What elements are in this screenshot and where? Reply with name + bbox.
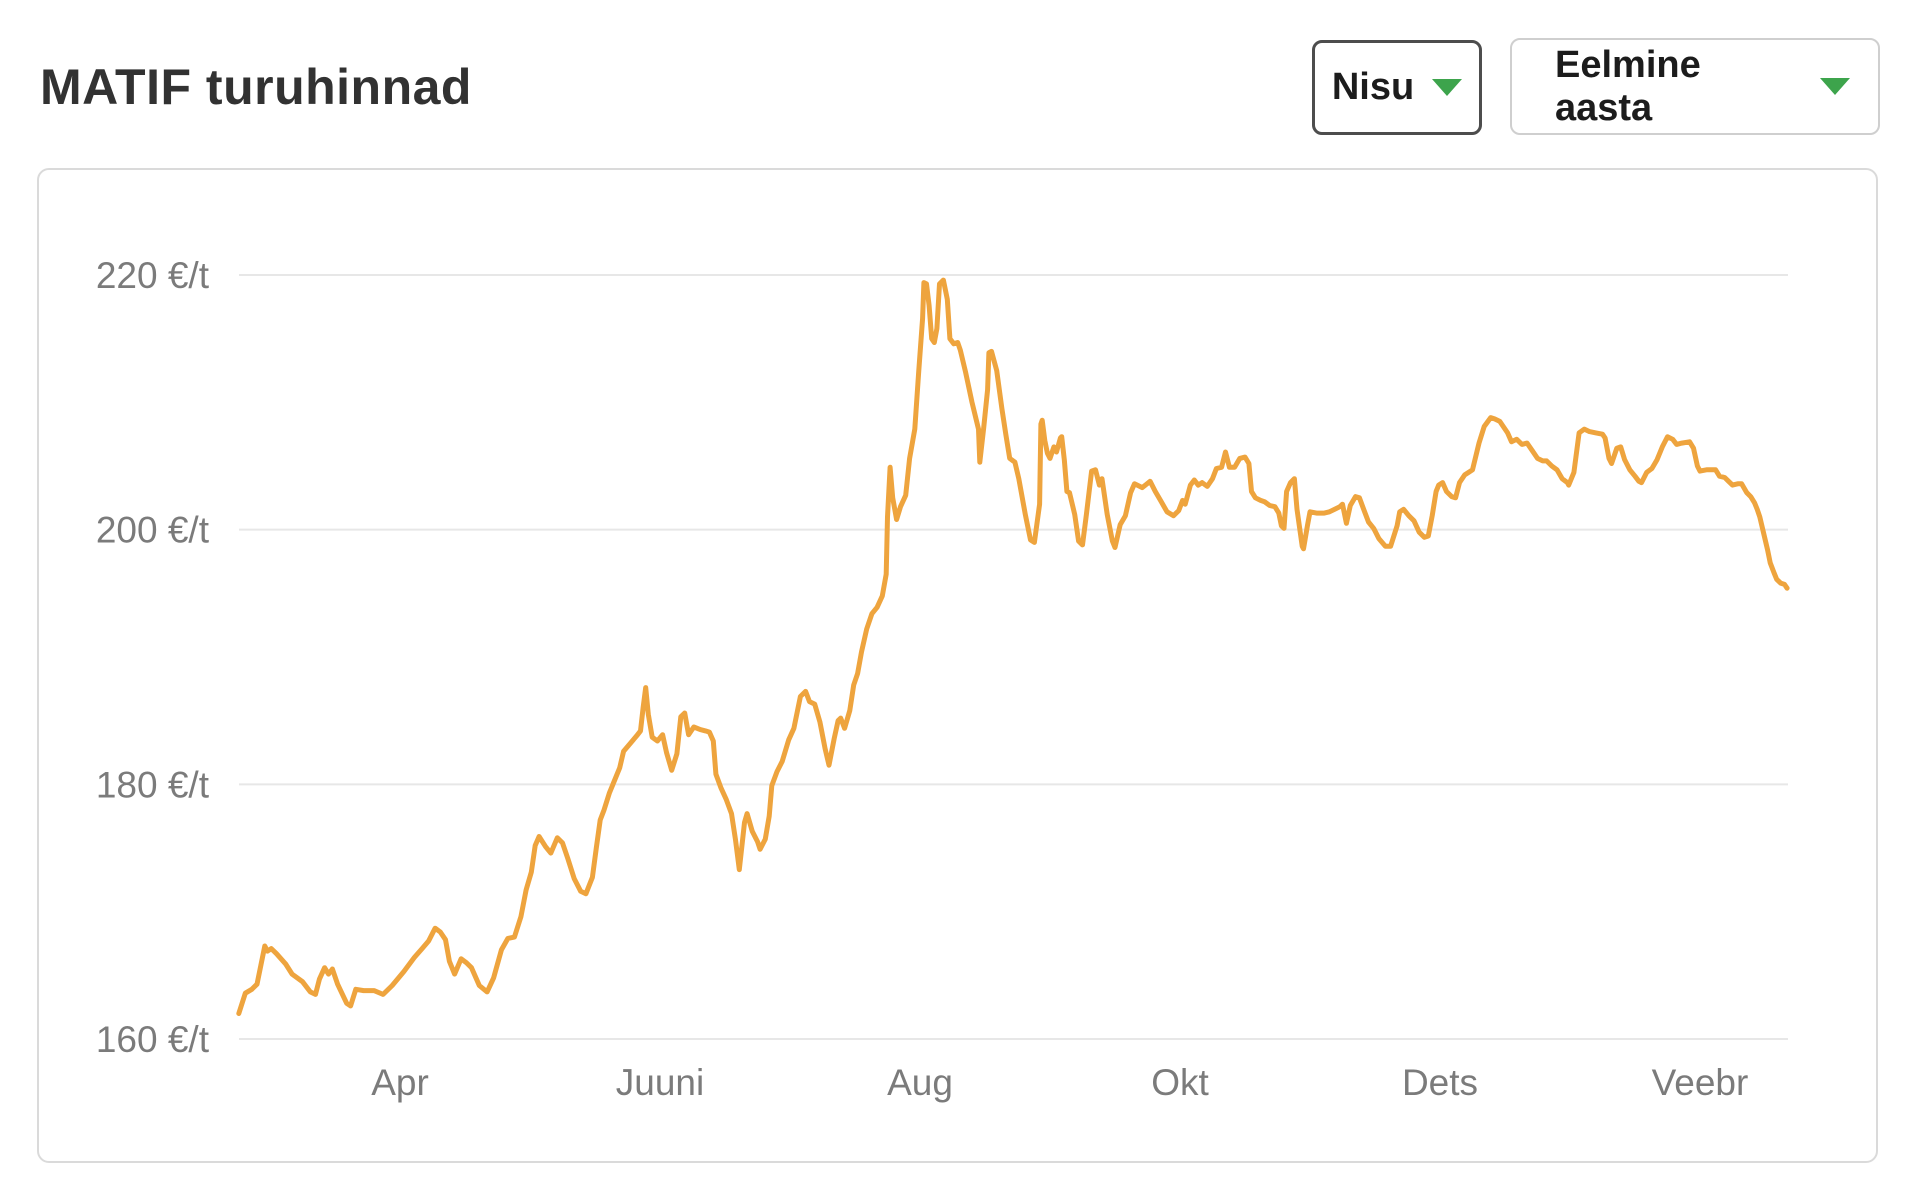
x-axis-label: Apr	[371, 1062, 429, 1103]
y-axis-label: 180 €/t	[96, 764, 210, 805]
page-title: MATIF turuhinnad	[40, 59, 472, 115]
y-axis-label: 200 €/t	[96, 510, 210, 551]
chevron-down-icon	[1432, 79, 1463, 96]
chevron-down-icon	[1820, 78, 1850, 95]
period-dropdown[interactable]: Eelmine aasta	[1510, 38, 1880, 135]
crop-dropdown-value: Nisu	[1331, 66, 1415, 108]
price-line	[236, 277, 1790, 1016]
x-axis-label: Okt	[1151, 1062, 1209, 1103]
x-axis-label: Dets	[1402, 1062, 1478, 1103]
period-dropdown-value: Eelmine aasta	[1555, 43, 1701, 129]
y-axis-label: 160 €/t	[96, 1019, 210, 1060]
price-chart-card: 220 €/t 200 €/t 180 €/t 160 €/t Apr Juuni Aug O…	[37, 168, 1878, 1163]
x-axis-label: Veebr	[1652, 1062, 1749, 1103]
y-axis-label: 220 €/t	[96, 255, 210, 296]
price-chart: 220 €/t 200 €/t 180 €/t 160 €/t Apr Juuni Aug O…	[96, 255, 1790, 1103]
x-axis-label: Juuni	[616, 1062, 704, 1103]
crop-dropdown[interactable]: Nisu	[1312, 40, 1482, 135]
x-axis-label: Aug	[887, 1062, 953, 1103]
